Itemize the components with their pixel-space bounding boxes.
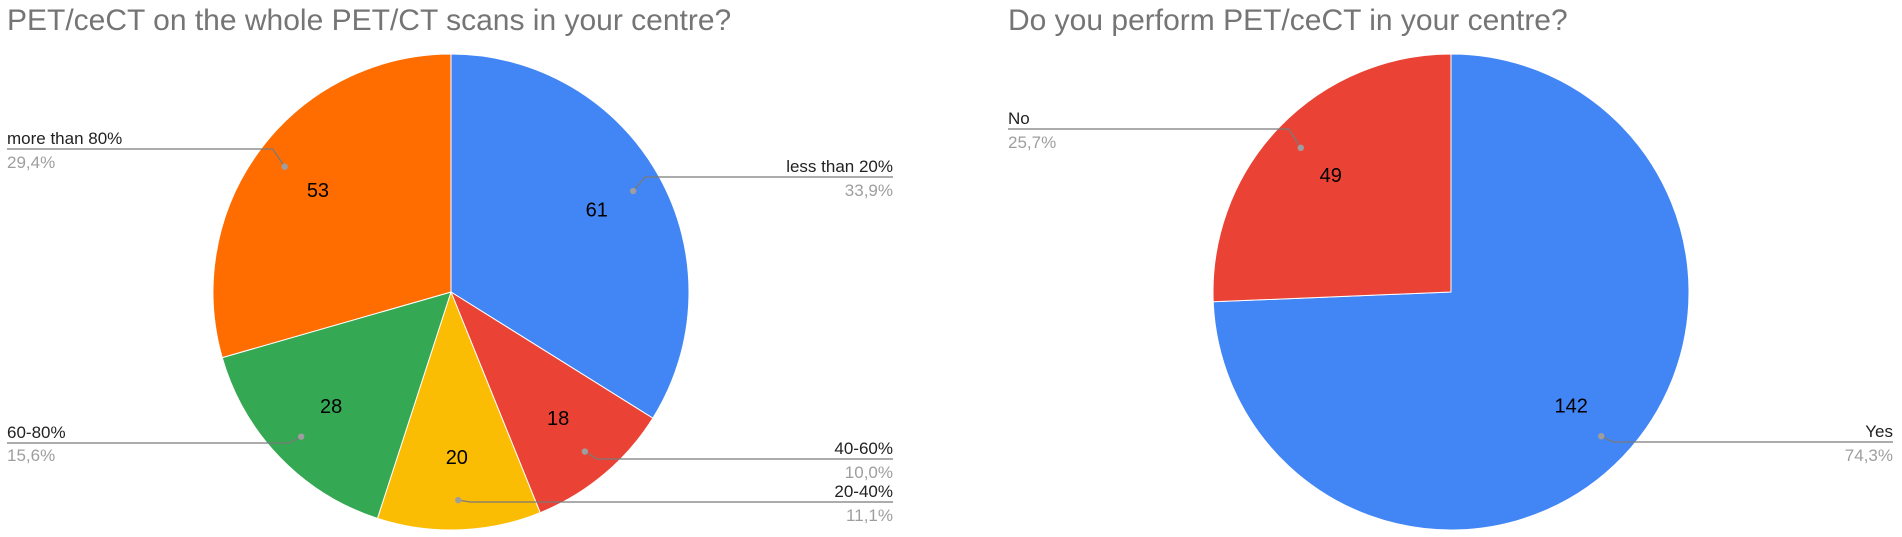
slice-category-label: 40-60% <box>834 439 893 458</box>
slice-category-label: 60-80% <box>7 423 66 442</box>
leader-line <box>1008 128 1302 149</box>
slice-category-label: Yes <box>1865 422 1893 441</box>
slice-category-label: 20-40% <box>834 482 893 501</box>
leader-dot <box>629 187 637 195</box>
pie-chart-2: 142 Yes 74,3% 49 No 25,7% <box>1008 53 1893 531</box>
slice-value-label: 61 <box>586 200 608 222</box>
slice-category-label: No <box>1008 109 1030 128</box>
chart-2-title: Do you perform PET/ceCT in your centre? <box>1008 4 1568 37</box>
slice-value-label: 53 <box>307 180 329 202</box>
leader-line <box>1600 435 1893 443</box>
slice-percent-label: 11,1% <box>846 506 893 525</box>
chart-1-title: PET/ceCT on the whole PET/CT scans in yo… <box>7 4 731 37</box>
slice-value-label: 142 <box>1555 396 1588 418</box>
leader-dot <box>281 163 288 170</box>
pie-slice-40-60 <box>449 290 654 514</box>
slice-category-label: less than 20% <box>786 157 893 176</box>
slice-percent-label: 10,0% <box>845 463 893 482</box>
pie-slice-60-80 <box>221 291 452 519</box>
pie-slice-no <box>1212 53 1452 303</box>
leader-dot <box>297 433 305 440</box>
leader-line <box>458 499 893 503</box>
slice-value-label: 18 <box>547 408 569 430</box>
slice-percent-label: 33,9% <box>845 181 893 200</box>
leader-line <box>584 450 893 460</box>
slice-percent-label: 29,4% <box>7 153 55 172</box>
slice-value-label: 28 <box>320 396 342 418</box>
slice-category-label: more than 80% <box>7 129 122 148</box>
leader-line <box>7 436 302 444</box>
pie-slice-20-40 <box>376 290 541 531</box>
leader-dot <box>581 448 589 455</box>
leader-dot <box>1598 432 1605 440</box>
leader-dot <box>1297 144 1304 152</box>
pie-chart-1: 61 less than 20% 33,9% 18 40-60% 10,0% 20 20-40… <box>7 53 893 531</box>
slice-percent-label: 25,7% <box>1008 133 1056 152</box>
leader-line <box>7 148 286 168</box>
leader-dot <box>455 496 462 504</box>
slice-percent-label: 15,6% <box>7 446 55 465</box>
slice-percent-label: 74,3% <box>1845 446 1893 465</box>
slice-value-label: 20 <box>446 447 468 469</box>
slice-value-label: 49 <box>1320 165 1342 187</box>
leader-line <box>632 176 893 192</box>
